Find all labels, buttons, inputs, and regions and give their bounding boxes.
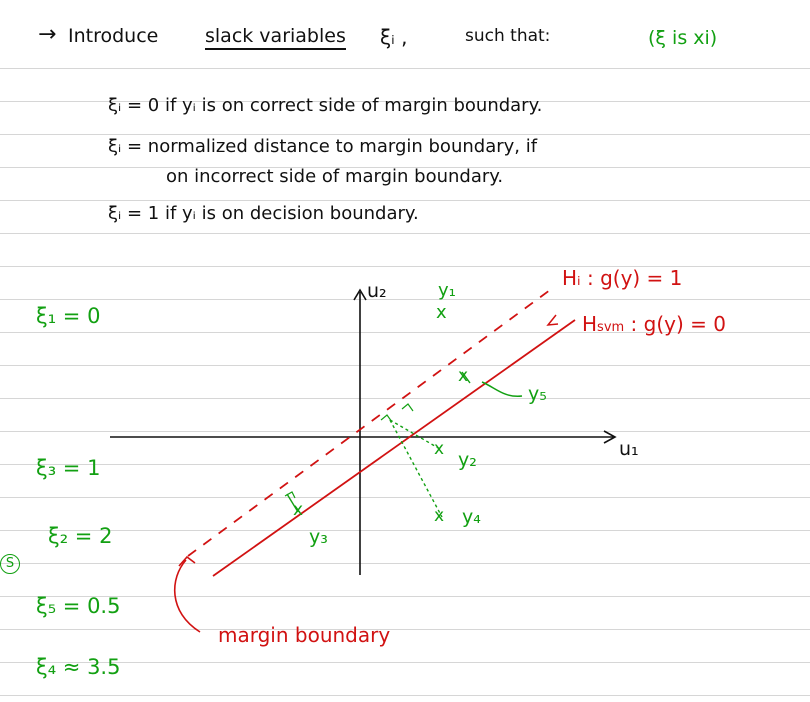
ruled-line <box>0 68 810 69</box>
y1-label: y₁ <box>438 280 456 301</box>
hsvm-h: H <box>582 312 598 336</box>
s-circle-mark: S <box>0 554 20 574</box>
ruled-line <box>0 398 810 399</box>
y2-distance-line <box>389 419 441 450</box>
definition-line: ξᵢ = 0 if yᵢ is on correct side of margi… <box>108 95 543 116</box>
y5-distance-line <box>461 371 471 384</box>
y5-marker: x <box>458 366 469 386</box>
xi-note: (ξ is xi) <box>648 27 718 49</box>
ruled-line <box>0 629 810 630</box>
margin-eq-label: Hᵢ : g(y) = 1 <box>562 266 683 290</box>
ruled-line <box>0 299 810 300</box>
u2-arrow-icon <box>353 288 367 301</box>
caption-arrow-icon <box>178 555 196 567</box>
hsvm-sub: svm <box>597 320 625 335</box>
xi1-value: ξ₁ = 0 <box>36 304 101 328</box>
hsvm-pointer-icon <box>546 314 559 326</box>
arrow-icon: → <box>38 22 57 47</box>
ruled-line <box>0 431 810 432</box>
definition-line: ξᵢ = normalized distance to margin bound… <box>108 136 538 157</box>
definition-line: ξᵢ = 1 if yᵢ is on decision boundary. <box>108 203 419 224</box>
ruled-line <box>0 365 810 366</box>
y4-label: y₄ <box>462 506 481 528</box>
such-that-text: such that: <box>465 26 551 46</box>
y4-distance-line <box>389 419 443 518</box>
ruled-line <box>0 530 810 531</box>
ruled-line <box>0 695 810 696</box>
y1-marker: x <box>436 302 447 323</box>
intro-word: Introduce <box>68 25 159 47</box>
hsvm-eq-label: Hsvm : g(y) = 0 <box>582 312 726 336</box>
y4-marker: x <box>434 506 445 526</box>
decision-boundary-line <box>212 319 576 577</box>
definition-line: on incorrect side of margin boundary. <box>166 166 504 187</box>
ruled-line <box>0 200 810 201</box>
margin-boundary-line <box>187 289 551 557</box>
margin-boundary-caption: margin boundary <box>218 623 391 647</box>
y2-label: y₂ <box>458 449 477 471</box>
y3-marker: x <box>293 500 304 520</box>
ruled-line <box>0 266 810 267</box>
ruled-line <box>0 596 810 597</box>
slack-variables-term: slack variables <box>205 25 346 50</box>
ruled-line <box>0 497 810 498</box>
u1-arrow-icon <box>603 430 617 444</box>
ruled-line <box>0 134 810 135</box>
xi4-value: ξ₄ ≈ 3.5 <box>36 655 121 679</box>
u2-axis-label: u₂ <box>367 280 387 302</box>
ruled-line <box>0 464 810 465</box>
ruled-line <box>0 167 810 168</box>
y2-right-angle-mark <box>380 414 393 423</box>
y5-label: y₅ <box>528 383 547 405</box>
xi3-value: ξ₃ = 1 <box>36 456 101 480</box>
y2-marker: x <box>434 439 445 459</box>
y5-pointer-line <box>481 381 523 397</box>
ruled-line <box>0 332 810 333</box>
y3-label: y₃ <box>309 526 328 548</box>
caption-pointer-line <box>174 559 201 633</box>
xi-i-symbol: ξᵢ , <box>380 25 408 49</box>
xi2-value: ξ₂ = 2 <box>48 524 113 548</box>
ruled-line <box>0 233 810 234</box>
y3-right-angle-mark <box>284 491 296 499</box>
ruled-line <box>0 662 810 663</box>
ruled-line <box>0 101 810 102</box>
ruled-line <box>0 563 810 564</box>
y3-distance-line <box>286 493 299 513</box>
hsvm-rest: : g(y) = 0 <box>630 312 726 336</box>
xi5-value: ξ₅ = 0.5 <box>36 594 121 618</box>
y4-right-angle-mark <box>401 403 414 412</box>
u1-axis-label: u₁ <box>619 438 639 460</box>
